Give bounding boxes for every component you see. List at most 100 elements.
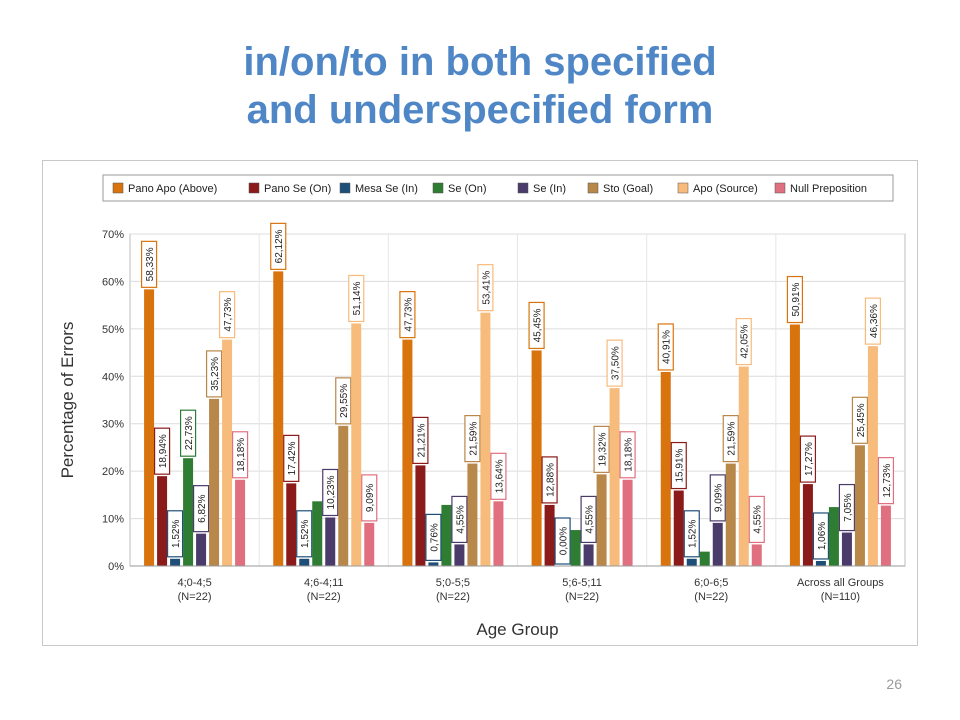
legend-swatch-6: [677, 182, 689, 194]
bar-3-7: [622, 479, 633, 566]
bar-0-7: [235, 479, 246, 566]
page-number: 26: [886, 676, 902, 692]
legend-label-3: Se (On): [448, 183, 487, 195]
data-label-3-5: 19,32%: [598, 432, 609, 466]
data-label-0-6: 47,73%: [223, 298, 234, 332]
y-tick-label-4: 40%: [102, 371, 124, 383]
legend-box: [102, 174, 894, 202]
data-label-4-0: 40,91%: [662, 330, 673, 364]
x-tick-label-1: 4;6-4;11: [304, 577, 344, 589]
data-label-4-5: 21,59%: [727, 422, 738, 456]
x-axis-title: Age Group: [476, 620, 558, 639]
bar-2-7: [493, 501, 504, 566]
y-tick-label-5: 50%: [102, 324, 124, 336]
bar-2-1: [415, 465, 426, 566]
data-label-3-1: 12,88%: [546, 463, 557, 497]
data-label-3-7: 18,18%: [624, 438, 635, 472]
bar-3-4: [583, 544, 594, 566]
data-label-box-4-6: [735, 317, 752, 366]
slide-title-line-1: in/on/to in both specified: [243, 40, 717, 84]
legend-label-6: Apo (Source): [693, 183, 758, 195]
bar-0-3: [183, 458, 194, 566]
bar-5-1: [802, 484, 813, 566]
data-label-box-0-6: [218, 291, 236, 339]
data-label-3-4: 4,55%: [585, 505, 596, 533]
bar-0-5: [209, 398, 220, 566]
data-label-box-4-0: [657, 323, 674, 371]
legend-label-1: Pano Se (On): [264, 183, 331, 195]
data-label-5-7: 12,73%: [882, 464, 893, 498]
data-label-box-3-0: [528, 301, 545, 350]
data-label-1-7: 9,09%: [365, 484, 376, 512]
bar-5-0: [789, 324, 800, 566]
bar-4-6: [738, 366, 749, 566]
data-label-0-5: 35,23%: [210, 357, 221, 391]
bar-1-4: [325, 517, 336, 566]
data-label-box-4-2: [683, 510, 700, 558]
data-label-0-4: 6,82%: [197, 494, 208, 522]
bar-0-1: [157, 476, 168, 566]
bar-0-2: [170, 558, 181, 566]
bar-1-6: [351, 323, 362, 566]
x-tick-label-0: 4;0-4;5: [177, 577, 211, 589]
bar-1-3: [312, 501, 323, 566]
data-label-box-2-7: [490, 452, 507, 500]
data-label-box-2-6: [477, 264, 494, 312]
data-label-box-4-5: [722, 415, 739, 463]
data-label-5-1: 17,27%: [804, 442, 815, 476]
data-label-3-6: 37,50%: [611, 346, 622, 380]
bar-4-4: [712, 522, 723, 566]
bar-4-2: [686, 558, 697, 566]
legend-label-7: Null Preposition: [790, 183, 867, 195]
legend-label-0: Pano Apo (Above): [128, 183, 217, 195]
data-label-box-0-2: [166, 510, 184, 558]
data-label-box-1-0: [270, 222, 287, 270]
data-label-box-3-5: [593, 425, 610, 473]
y-axis-title: Percentage of Errors: [58, 322, 77, 479]
data-label-2-0: 47,73%: [403, 298, 414, 332]
data-label-box-4-1: [670, 441, 687, 490]
data-label-box-3-7: [619, 431, 636, 479]
data-label-2-6: 53,41%: [481, 271, 492, 305]
data-label-5-4: 7,05%: [843, 493, 854, 521]
y-tick-label-2: 20%: [102, 466, 124, 478]
data-label-0-3: 22,73%: [184, 416, 195, 450]
bar-3-6: [609, 388, 620, 566]
data-label-box-0-7: [231, 431, 249, 479]
data-label-box-3-1: [541, 456, 558, 504]
data-label-0-1: 18,94%: [158, 434, 169, 468]
data-label-box-5-4: [838, 483, 856, 532]
x-tick-sublabel-2: (N=22): [436, 591, 470, 603]
data-label-box-0-4: [192, 485, 210, 533]
x-tick-label-5: Across all Groups: [797, 577, 884, 589]
data-label-box-5-7: [877, 457, 895, 505]
bar-4-0: [660, 371, 671, 566]
bar-4-1: [673, 490, 684, 566]
data-label-5-6: 46,36%: [869, 304, 880, 338]
data-label-4-4: 9,09%: [714, 484, 725, 512]
y-tick-label-0: 0%: [108, 561, 124, 573]
x-tick-sublabel-4: (N=22): [694, 591, 728, 603]
bar-3-0: [531, 350, 542, 566]
legend-swatch-3: [432, 182, 444, 194]
data-label-box-2-2: [425, 513, 442, 561]
legend-swatch-5: [587, 182, 599, 194]
x-tick-sublabel-1: (N=22): [307, 591, 341, 603]
data-label-box-2-0: [399, 291, 416, 339]
bar-5-5: [854, 445, 865, 566]
data-label-box-1-2: [296, 510, 313, 558]
chart-frame: Pano Apo (Above) Pano Se (On) Mesa Se (In)…: [42, 160, 918, 646]
bar-3-1: [544, 504, 555, 566]
data-label-4-7: 4,55%: [753, 505, 764, 533]
y-tick-label-3: 30%: [102, 419, 124, 431]
data-label-5-5: 25,45%: [856, 403, 867, 437]
bar-2-5: [467, 463, 478, 566]
data-label-1-5: 29,55%: [339, 384, 350, 418]
data-label-box-2-5: [464, 415, 481, 463]
x-tick-sublabel-0: (N=22): [178, 591, 212, 603]
bar-2-0: [402, 339, 413, 566]
bar-5-7: [880, 505, 891, 566]
data-label-3-2: 0,00%: [559, 527, 570, 555]
y-tick-label-7: 70%: [102, 229, 124, 241]
bar-0-4: [196, 533, 207, 566]
